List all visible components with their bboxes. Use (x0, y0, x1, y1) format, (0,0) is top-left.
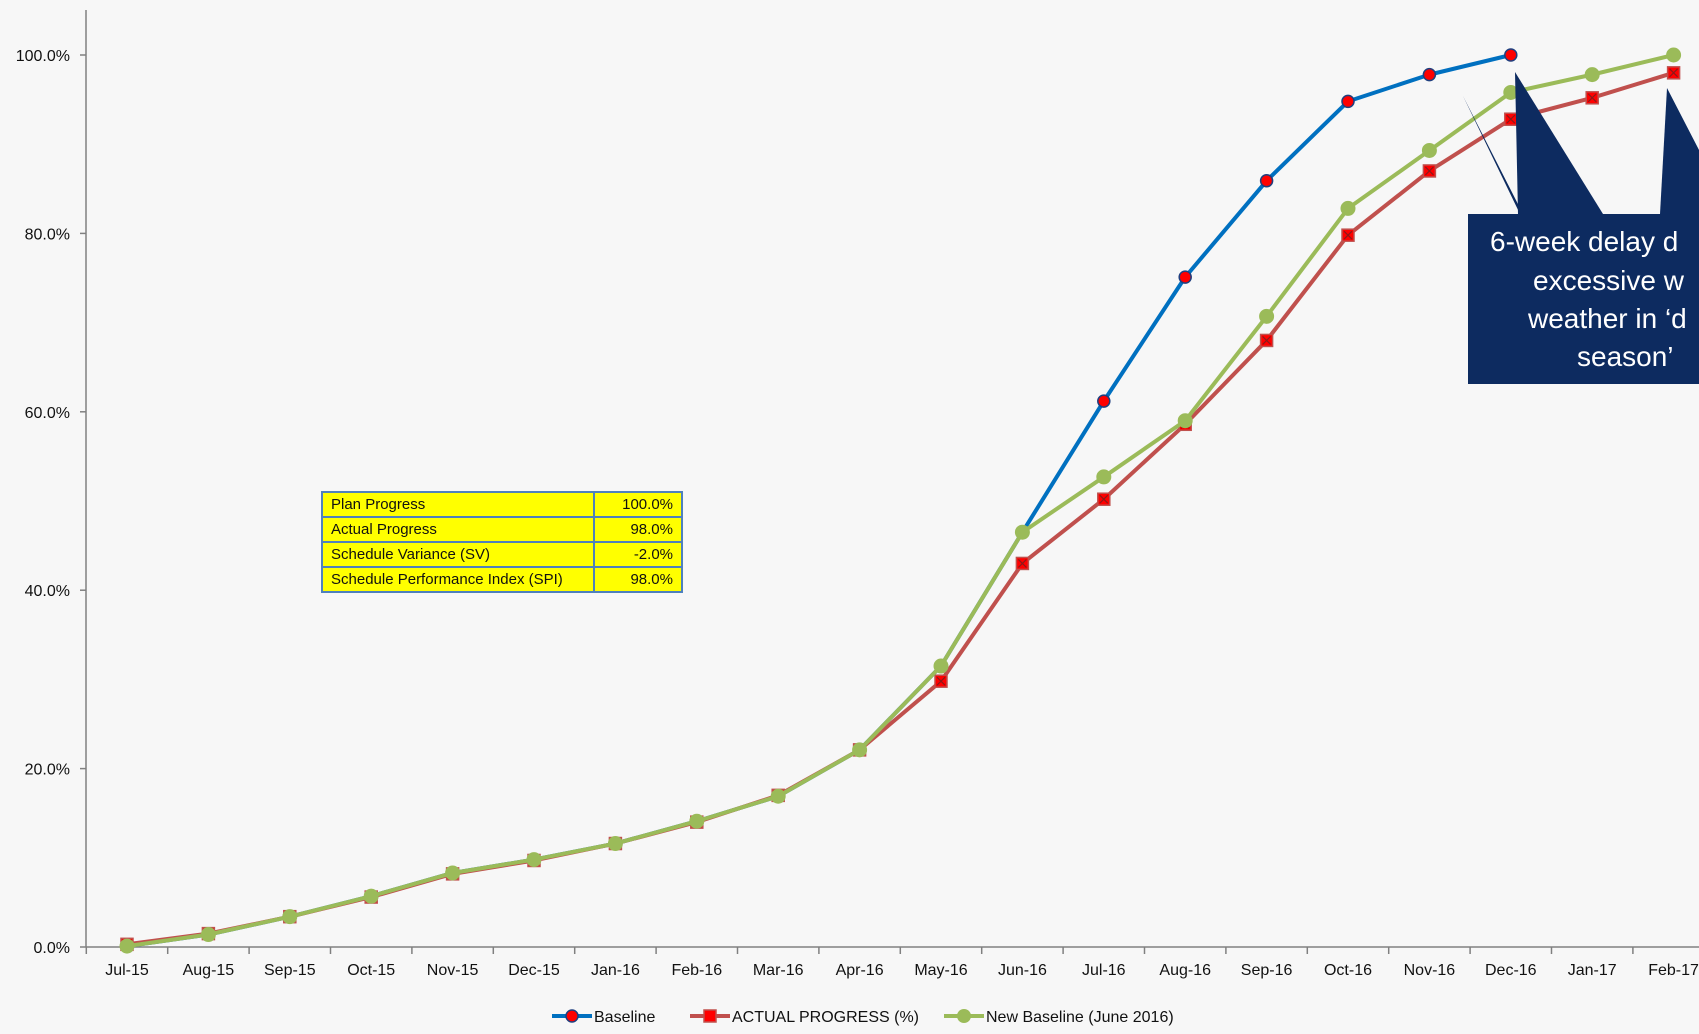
data-point-cross (1017, 559, 1027, 568)
data-point-cross (1669, 68, 1679, 78)
callout-line-1: 6-week delay d (1490, 226, 1678, 257)
x-tick-label: Jan-16 (591, 962, 640, 979)
data-point (1584, 67, 1600, 83)
x-tick-label: Jun-16 (998, 962, 1047, 979)
data-point-cross (1099, 494, 1109, 504)
summary-label: Schedule Variance (SV) (321, 541, 595, 568)
data-point-cross (1506, 114, 1516, 124)
x-tick-label: Feb-17 (1648, 962, 1699, 979)
x-tick-label: Apr-16 (836, 962, 884, 979)
callout-pointer-left (1515, 72, 1603, 214)
summary-value: -2.0% (593, 541, 683, 568)
y-tick-label: 0.0% (34, 940, 70, 957)
x-tick-label: Sep-15 (264, 962, 316, 979)
table-row: Plan Progress 100.0% (321, 491, 683, 518)
legend-label: New Baseline (June 2016) (986, 1009, 1174, 1026)
data-point (1504, 48, 1518, 62)
table-row: Schedule Variance (SV) -2.0% (321, 541, 683, 568)
data-point (282, 909, 298, 925)
x-tick-labels: Jul-15 Aug-15 Sep-15 Oct-15 Nov-15 Dec-15 Jan-… (85, 947, 1699, 979)
legend-marker (703, 1009, 717, 1023)
legend-label: Baseline (594, 1009, 655, 1026)
x-tick-label: Jul-15 (105, 962, 149, 979)
y-tick-label: 60.0% (25, 405, 70, 422)
x-tick-label: Nov-16 (1404, 962, 1456, 979)
series-lines (119, 47, 1682, 954)
callout-line-2: excessive w (1533, 265, 1685, 296)
data-point (770, 788, 786, 804)
x-tick-label: Dec-15 (508, 962, 560, 979)
x-tick-label: Feb-16 (671, 962, 722, 979)
data-point (1014, 524, 1030, 540)
y-tick-labels: 0.0% 20.0% 40.0% 60.0% 80.0% 100.0% (16, 48, 86, 957)
data-point-cross (1262, 336, 1272, 345)
y-tick-label: 40.0% (25, 583, 70, 600)
data-point (1422, 67, 1437, 82)
table-row: Schedule Performance Index (SPI) 98.0% (321, 566, 683, 593)
data-point (1666, 47, 1682, 63)
summary-label: Schedule Performance Index (SPI) (321, 566, 595, 593)
data-point (1097, 394, 1111, 408)
y-tick-label: 100.0% (16, 48, 70, 65)
x-tick-label: Jul-16 (1082, 962, 1126, 979)
legend-marker (565, 1009, 579, 1023)
data-point (445, 865, 461, 881)
legend-item: New Baseline (June 2016) (944, 1009, 1174, 1026)
data-point (933, 658, 949, 674)
data-point (1341, 94, 1355, 109)
callout-pointer-right (1660, 88, 1699, 214)
data-point (852, 742, 868, 758)
x-tick-label: Oct-16 (1324, 962, 1372, 979)
summary-label: Plan Progress (321, 491, 595, 518)
x-tick-label: Jan-17 (1568, 962, 1617, 979)
data-point (607, 836, 623, 852)
data-point (363, 888, 379, 904)
table-row: Actual Progress 98.0% (321, 516, 683, 543)
data-point-cross (1343, 230, 1353, 240)
legend-item: Baseline (552, 1009, 655, 1026)
data-point (1096, 469, 1112, 485)
callout-line-3: weather in ‘d (1527, 303, 1687, 334)
series-2 (119, 47, 1682, 954)
x-tick-label: Sep-16 (1241, 962, 1293, 979)
summary-value: 98.0% (593, 566, 683, 593)
data-point (1259, 308, 1275, 324)
delay-callout: 6-week delay d excessive w weather in ‘d… (1463, 72, 1699, 384)
legend-item: ACTUAL PROGRESS (%) (690, 1009, 919, 1026)
data-point (119, 938, 135, 954)
x-tick-label: Aug-16 (1159, 962, 1211, 979)
data-point (526, 852, 542, 868)
data-point (200, 927, 216, 943)
y-tick-label: 80.0% (25, 226, 70, 243)
x-tick-label: Aug-15 (183, 962, 235, 979)
callout-line-4: season’ (1577, 341, 1674, 372)
data-point (1340, 200, 1356, 216)
summary-value: 100.0% (593, 491, 683, 518)
data-point-cross (936, 676, 946, 686)
callout-box (1463, 96, 1699, 384)
data-point (1421, 142, 1437, 158)
legend-label: ACTUAL PROGRESS (%) (732, 1009, 919, 1026)
summary-value: 98.0% (593, 516, 683, 543)
summary-label: Actual Progress (321, 516, 595, 543)
axes (85, 10, 1699, 948)
series-line (126, 53, 1675, 949)
legend-marker (957, 1009, 971, 1023)
x-tick-label: Oct-15 (347, 962, 395, 979)
data-point (1259, 174, 1274, 188)
data-point (1178, 270, 1192, 284)
data-point-cross (1587, 93, 1597, 103)
data-point (689, 813, 705, 829)
y-tick-label: 20.0% (25, 762, 70, 779)
data-point-cross (1424, 166, 1434, 176)
data-point (1177, 413, 1193, 429)
x-tick-label: May-16 (914, 962, 967, 979)
x-tick-label: Dec-16 (1485, 962, 1537, 979)
schedule-summary-table: Plan Progress 100.0% Actual Progress 98.… (321, 491, 683, 593)
x-tick-label: Nov-15 (427, 962, 479, 979)
x-tick-label: Mar-16 (753, 962, 804, 979)
legend: Baseline ACTUAL PROGRESS (%) New Baseline … (552, 1009, 1174, 1026)
